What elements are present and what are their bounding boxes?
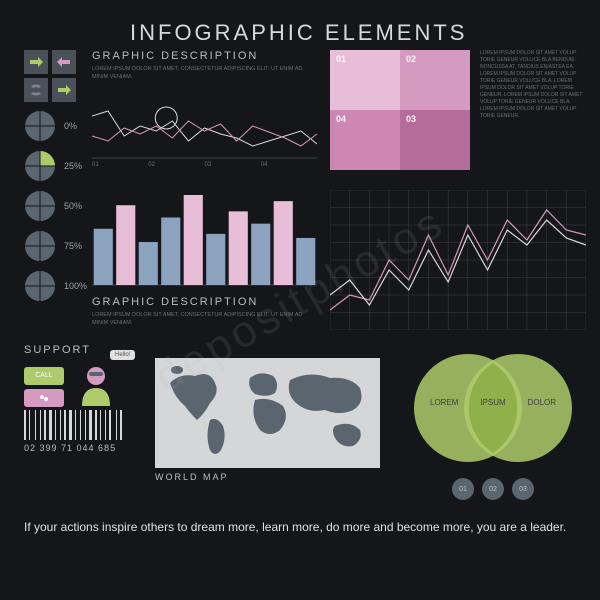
svg-text:04: 04: [261, 162, 268, 166]
arrow-icon: [24, 50, 48, 74]
support-button[interactable]: [24, 389, 64, 407]
bar-chart: [92, 190, 317, 290]
support-title: SUPPORT: [24, 344, 174, 356]
pie-label: 25%: [64, 161, 82, 171]
quad-cell: 04: [330, 110, 400, 170]
venn-right-label: DOLOR: [528, 398, 556, 407]
pie-icon: [24, 270, 56, 302]
gear-icon: [39, 393, 49, 403]
venn-dot: 01: [452, 478, 474, 500]
support-avatar: Hello!: [76, 362, 116, 411]
arrow-icon: [52, 50, 76, 74]
arrow-icon-grid: [24, 50, 76, 102]
support-block: SUPPORT CALL Hello!: [24, 344, 174, 411]
pie-row: 50%: [24, 190, 87, 222]
grid-line-chart: [330, 190, 586, 330]
gd-title: GRAPHIC DESCRIPTION: [92, 50, 317, 62]
venn-dot: 03: [512, 478, 534, 500]
pie-label: 50%: [64, 201, 82, 211]
world-map-label: WORLD MAP: [155, 472, 229, 482]
gd-body: LOREM IPSUM DOLOR SIT AMET, CONSECTETUR …: [92, 66, 317, 81]
barcode-number: 02 399 71 044 685: [24, 443, 122, 453]
page-title: INFOGRAPHIC ELEMENTS: [130, 20, 467, 46]
pie-column: 0% 25% 50% 75% 100%: [24, 110, 87, 302]
svg-text:02: 02: [148, 162, 155, 166]
gd-title: GRAPHIC DESCRIPTION: [92, 296, 317, 308]
svg-text:03: 03: [205, 162, 212, 166]
right-lorem-text: LOREM IPSUM DOLOR SIT AMET VOLUP TORIE G…: [480, 50, 586, 120]
venn-left-label: LOREM: [430, 398, 458, 407]
footer-quote: If your actions inspire others to dream …: [24, 520, 576, 534]
venn-dots: 01 02 03: [452, 478, 534, 500]
pie-icon: [24, 230, 56, 262]
gd-body: LOREM IPSUM DOLOR SIT AMET, CONSECTETUR …: [92, 312, 317, 327]
venn-dot: 02: [482, 478, 504, 500]
barcode: 02 399 71 044 685: [24, 410, 122, 453]
quad-cell: 01: [330, 50, 400, 110]
pie-label: 100%: [64, 281, 87, 291]
venn-mid-label: IPSUM: [480, 398, 505, 407]
speech-bubble: Hello!: [110, 350, 135, 360]
quad-cell: 03: [400, 110, 470, 170]
world-map: WORLD MAP: [155, 358, 380, 468]
graphic-description-2: GRAPHIC DESCRIPTION LOREM IPSUM DOLOR SI…: [92, 296, 317, 327]
pie-label: 75%: [64, 241, 82, 251]
pie-icon: [24, 110, 56, 142]
venn-labels: LOREM IPSUM DOLOR: [400, 398, 586, 407]
line-chart: 0102030405: [92, 86, 317, 166]
pie-icon: [24, 190, 56, 222]
svg-text:01: 01: [92, 162, 99, 166]
pie-label: 0%: [64, 121, 77, 131]
quad-cell: 02: [400, 50, 470, 110]
support-buttons: CALL: [24, 367, 64, 407]
pie-icon: [24, 150, 56, 182]
pie-row: 100%: [24, 270, 87, 302]
support-button[interactable]: CALL: [24, 367, 64, 385]
quadrant-grid: 01020403: [330, 50, 470, 170]
pie-row: 75%: [24, 230, 87, 262]
venn-diagram: LOREM IPSUM DOLOR 01 02 03: [400, 350, 586, 500]
pie-row: 25%: [24, 150, 87, 182]
pie-row: 0%: [24, 110, 87, 142]
arrow-icon: [24, 78, 48, 102]
graphic-description-1: GRAPHIC DESCRIPTION LOREM IPSUM DOLOR SI…: [92, 50, 317, 81]
arrow-icon: [52, 78, 76, 102]
